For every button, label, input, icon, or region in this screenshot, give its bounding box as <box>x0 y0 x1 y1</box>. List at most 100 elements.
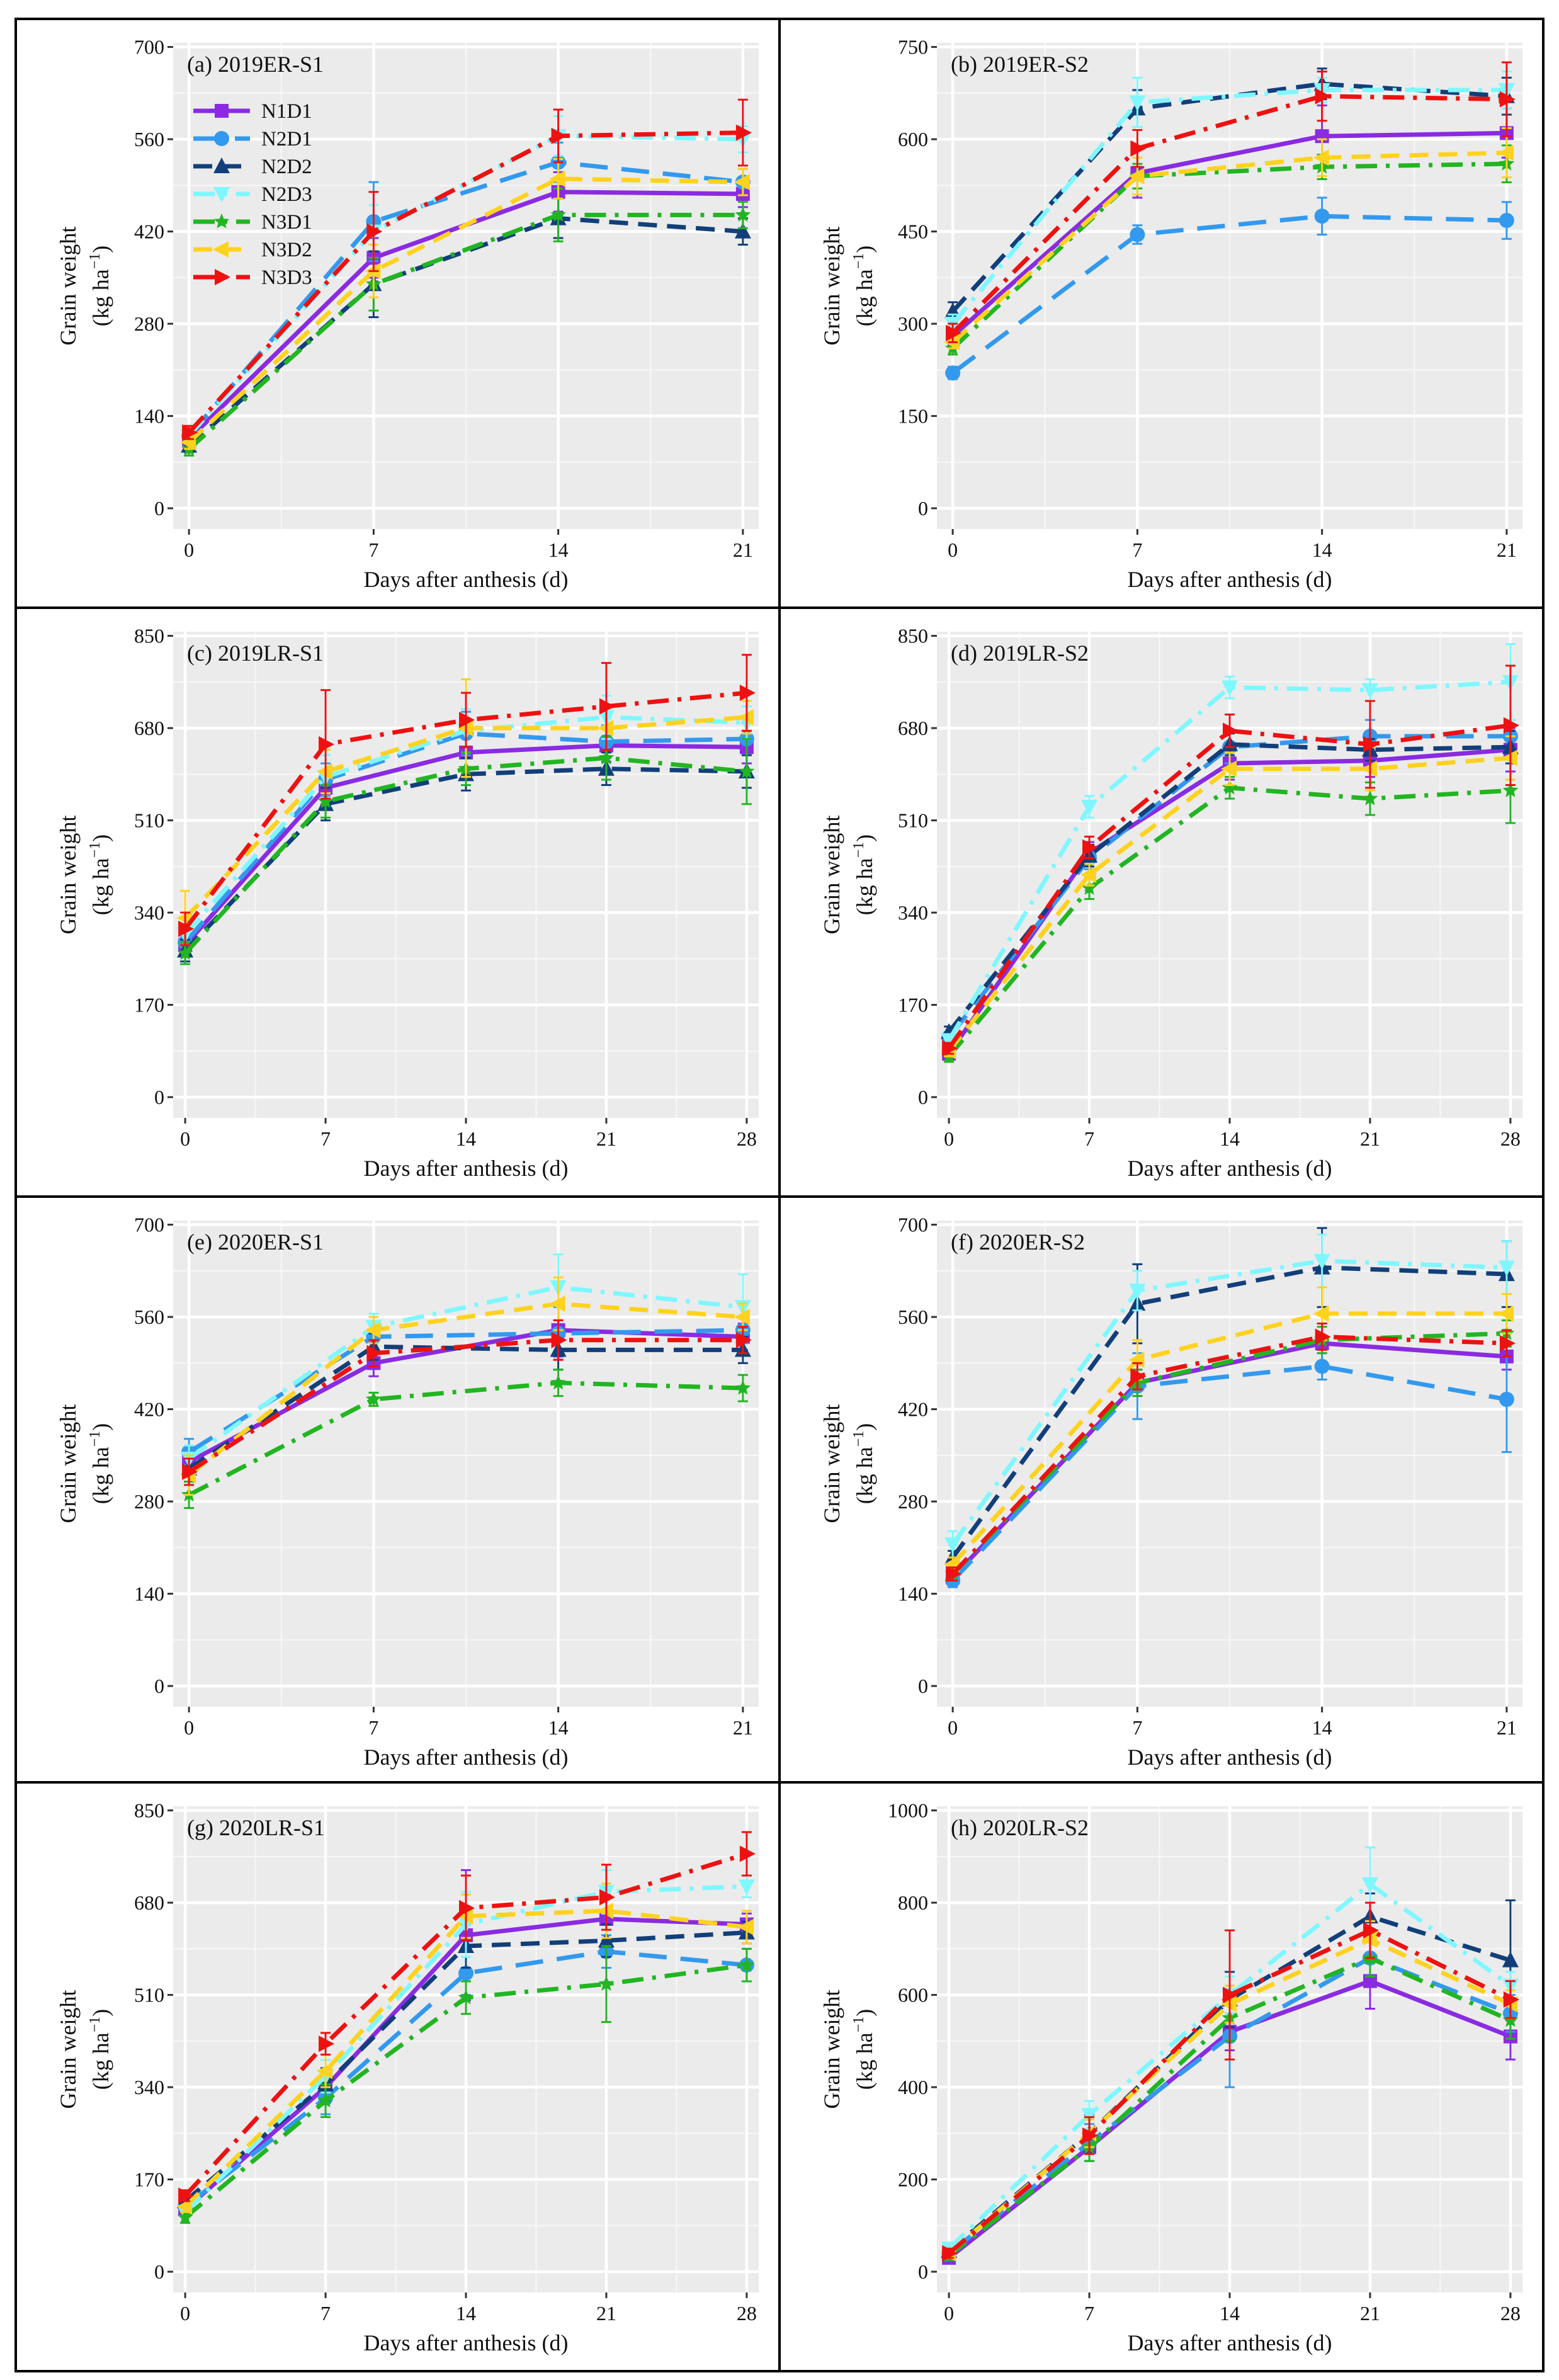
data-point <box>942 1040 958 1057</box>
x-tick-label: 14 <box>456 2302 476 2325</box>
y-tick-label: 700 <box>134 36 164 59</box>
data-point <box>549 170 565 187</box>
data-point <box>734 1309 750 1326</box>
y-axis-unit: (kg ha <box>852 858 877 915</box>
data-point <box>550 1374 566 1390</box>
y-axis-unit-close: ) <box>88 2009 113 2017</box>
y-tick-label: 400 <box>898 2076 928 2098</box>
series-line <box>951 214 1507 375</box>
y-axis-title-line2: (kg ha−1) <box>87 1423 113 1505</box>
panel-title: (c) 2019LR-S1 <box>187 641 324 666</box>
legend-swatch-marker <box>215 104 229 118</box>
data-point <box>551 1331 567 1348</box>
y-axis-unit: (kg ha <box>88 269 113 326</box>
legend-swatch-marker <box>213 214 230 229</box>
panel-title: (h) 2020LR-S2 <box>951 1815 1089 1840</box>
y-tick-label: 140 <box>134 1583 164 1605</box>
data-point <box>734 222 751 239</box>
y-axis-unit-sup: −1 <box>87 1431 103 1447</box>
y-axis-title-line1: Grain weight <box>819 227 844 346</box>
data-point <box>1315 1328 1331 1345</box>
data-point <box>599 1889 615 1906</box>
y-axis-title: Grain weight (kg ha−1) <box>819 227 877 346</box>
data-point <box>1130 227 1145 242</box>
series-N3D3 <box>946 1323 1516 1583</box>
y-axis-title-line1: Grain weight <box>819 1990 844 2109</box>
y-tick-label: 420 <box>898 1398 928 1421</box>
series-N3D1 <box>177 1945 755 2224</box>
data-point <box>739 685 756 702</box>
y-axis-unit: (kg ha <box>852 1447 877 1504</box>
series-line <box>188 1381 744 1497</box>
data-point <box>1499 1335 1516 1352</box>
y-axis-unit: (kg ha <box>88 2032 113 2090</box>
legend-swatch-marker <box>213 187 230 203</box>
panel-h: 0 200 400 600 800 1000 0 7 14 21 28 Days after anth… <box>819 1799 1522 2355</box>
series-line <box>188 1328 743 1454</box>
series-line <box>951 1311 1507 1566</box>
data-point <box>550 207 566 222</box>
x-tick-label: 21 <box>733 1716 753 1739</box>
x-tick-label: 7 <box>320 2302 331 2325</box>
panel-e: 0 140 280 420 560 700 0 7 14 21 Days after anthesi… <box>55 1214 759 1770</box>
data-point <box>1081 2108 1098 2124</box>
x-tick-label: 28 <box>737 1127 757 1150</box>
data-point <box>1502 2012 1519 2027</box>
data-point <box>319 2036 335 2053</box>
data-point <box>1130 1368 1147 1385</box>
y-tick-label: 800 <box>898 1891 928 1914</box>
x-axis-title: Days after anthesis (d) <box>1128 2330 1332 2355</box>
data-point <box>941 1033 958 1049</box>
x-tick-label: 0 <box>948 538 958 561</box>
x-tick-label: 14 <box>456 1127 476 1150</box>
x-axis-title: Days after anthesis (d) <box>364 2330 569 2355</box>
data-point <box>178 920 195 937</box>
panel-d: 0 170 340 510 680 850 0 7 14 21 28 Days after anthe… <box>819 625 1522 1181</box>
y-tick-label: 850 <box>134 625 164 647</box>
series-line <box>187 1301 744 1477</box>
data-point <box>1362 790 1378 806</box>
y-axis-unit-sup: −1 <box>87 842 103 858</box>
panel-c: 0 170 340 510 680 850 0 7 14 21 28 Days after anthe… <box>55 625 759 1181</box>
series-line <box>951 1331 1507 1576</box>
data-point <box>319 736 335 753</box>
y-tick-label: 0 <box>154 1086 164 1108</box>
series-line <box>947 756 1511 1052</box>
legend-label: N1D1 <box>261 100 312 123</box>
data-point <box>1128 168 1145 185</box>
series-line <box>951 88 1507 326</box>
y-axis-unit-sup: −1 <box>87 2017 103 2033</box>
x-tick-label: 7 <box>320 1127 331 1150</box>
data-point <box>735 1380 751 1395</box>
panel-title: (e) 2020ER-S1 <box>187 1229 324 1255</box>
x-tick-label: 7 <box>368 1716 378 1739</box>
y-tick-label: 340 <box>134 901 164 924</box>
legend-swatch-marker <box>213 241 229 258</box>
series-line <box>947 1928 1512 2255</box>
data-point <box>1499 212 1514 228</box>
y-axis-unit: (kg ha <box>852 269 877 326</box>
y-tick-label: 450 <box>898 220 928 243</box>
x-tick-label: 14 <box>1220 2302 1240 2325</box>
series-line <box>183 1908 747 2209</box>
series-line <box>183 731 747 944</box>
x-tick-label: 0 <box>948 1716 958 1739</box>
data-point <box>1082 2127 1099 2144</box>
y-tick-label: 150 <box>898 405 928 428</box>
data-point <box>176 2198 193 2215</box>
data-point <box>182 424 198 441</box>
y-axis-unit-sup: −1 <box>851 842 867 858</box>
y-tick-label: 0 <box>918 497 928 520</box>
y-axis-title-line2: (kg ha−1) <box>851 834 877 916</box>
data-point <box>1314 1358 1330 1374</box>
series-N2D3 <box>944 1233 1515 1559</box>
y-tick-label: 140 <box>898 1583 928 1605</box>
series-line <box>183 1949 747 2209</box>
x-tick-label: 21 <box>1360 2302 1380 2325</box>
y-tick-label: 560 <box>898 1306 928 1328</box>
x-tick-label: 7 <box>1132 1716 1142 1739</box>
x-tick-label: 7 <box>1084 1127 1094 1150</box>
y-tick-label: 170 <box>134 994 164 1016</box>
y-tick-label: 680 <box>134 1891 164 1914</box>
y-axis-unit-sup: −1 <box>87 253 103 270</box>
